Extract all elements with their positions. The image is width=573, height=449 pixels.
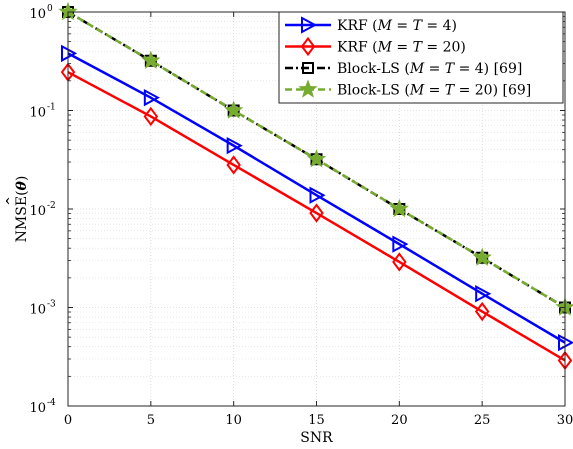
legend: KRF (M = T = 4) KRF (M = T = 20) Block-LS … (278, 11, 564, 104)
x-tick-label: 10 (225, 413, 242, 428)
x-tick-labels: 0 5 10 15 20 25 30 (64, 413, 573, 428)
y-tick-exponent: -2 (47, 201, 56, 211)
legend-label: Block-LS (M = T = 4) [69] (337, 61, 522, 77)
legend-box (278, 11, 564, 104)
y-tick-exponent: -1 (47, 103, 56, 113)
legend-label: KRF (M = T = 20) (337, 40, 466, 56)
legend-marker (302, 62, 314, 74)
data-point (474, 301, 490, 322)
data-point (389, 198, 409, 218)
data-point (224, 100, 244, 119)
x-tick-label: 25 (474, 413, 491, 428)
legend-marker (301, 16, 318, 34)
data-point (475, 285, 492, 303)
legend-entry: KRF (M = T = 20) (285, 36, 466, 57)
legend-label: KRF (M = T = 4) (337, 18, 457, 34)
legend-entry: Block-LS (M = T = 4) [69] (285, 61, 522, 77)
legend-entry: Block-LS (M = T = 20) [69] (285, 79, 531, 99)
y-tick-label: 10 (29, 204, 46, 219)
legend-marker (298, 79, 318, 98)
y-tick-label: 10 (29, 106, 46, 121)
x-tick-label: 5 (147, 413, 155, 428)
x-axis-label: SNR (300, 430, 333, 446)
series-2 (60, 62, 573, 371)
x-tick-label: 0 (64, 413, 72, 428)
y-tick-label: 10 (29, 7, 46, 22)
legend-entry: KRF (M = T = 4) (285, 16, 457, 34)
x-tick-label: 15 (308, 413, 325, 428)
series-line (67, 71, 566, 362)
x-tick-label: 20 (391, 413, 408, 428)
series-4 (58, 1, 573, 316)
data-point (226, 136, 243, 155)
data-point (392, 252, 407, 272)
legend-marker (300, 36, 316, 57)
y-tick-label: 10 (29, 303, 46, 318)
data-point (309, 203, 324, 223)
data-point (306, 149, 327, 168)
series-line (67, 52, 566, 344)
data-point (472, 247, 492, 266)
data-point (226, 155, 241, 175)
y-tick-label: 10 (29, 401, 46, 416)
y-axis-label-hat: ^ (4, 196, 17, 205)
data-point (392, 235, 409, 253)
y-tick-exponent: 0 (47, 4, 53, 14)
data-point (143, 106, 159, 127)
y-axis-label: NMSE(θ) (14, 176, 30, 243)
x-tick-label: 30 (557, 413, 573, 428)
y-tick-exponent: -4 (47, 398, 56, 408)
y-tick-exponent: -3 (47, 300, 56, 310)
data-point (309, 186, 326, 204)
data-point (141, 50, 161, 69)
legend-label: Block-LS (M = T = 20) [69] (337, 83, 531, 99)
data-point (143, 88, 160, 107)
